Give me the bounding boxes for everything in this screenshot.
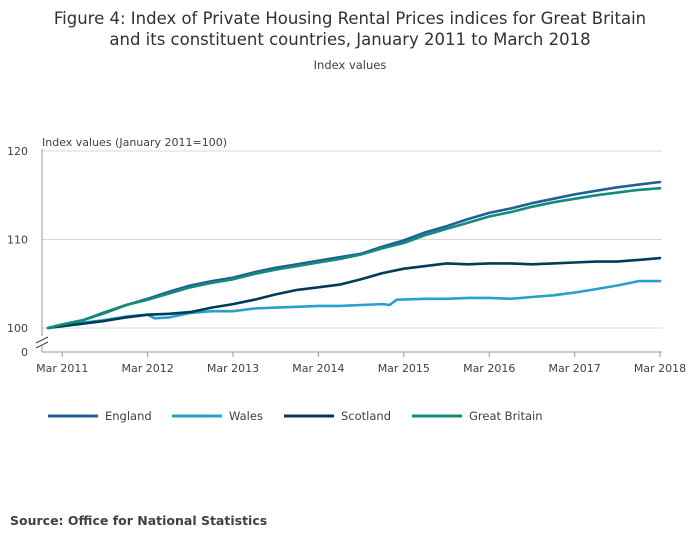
y-tick-label-100: 100	[7, 322, 28, 335]
axis-break-mark-1	[35, 336, 49, 344]
series-line-wales	[46, 279, 662, 330]
legend-label-great-britain: Great Britain	[469, 409, 543, 423]
chart-title-line-2: and its constituent countries, January 2…	[109, 30, 591, 49]
y-tick-label-120: 120	[7, 145, 28, 158]
chart-title-line-1: Figure 4: Index of Private Housing Renta…	[53, 9, 647, 28]
x-tick-label-2: Mar 2013	[207, 362, 259, 375]
chart-title: Figure 4: Index of Private Housing Renta…	[0, 8, 700, 50]
legend-label-wales: Wales	[229, 409, 263, 423]
legend-label-england: England	[105, 409, 152, 423]
x-tick-label-3: Mar 2014	[292, 362, 344, 375]
y-tick-label-zero: 0	[21, 346, 28, 359]
axis-break-mark-2	[35, 341, 49, 349]
source-note: Source: Office for National Statistics	[10, 513, 268, 528]
x-tick-label-5: Mar 2016	[463, 362, 515, 375]
x-tick-label-4: Mar 2015	[378, 362, 430, 375]
y-tick-label-110: 110	[7, 234, 28, 247]
x-tick-label-6: Mar 2017	[548, 362, 600, 375]
chart-subtitle: Index values	[313, 58, 387, 72]
x-tick-label-1: Mar 2012	[122, 362, 174, 375]
y-axis-title: Index values (January 2011=100)	[42, 136, 227, 149]
legend-label-scotland: Scotland	[341, 409, 391, 423]
series-line-scotland	[46, 256, 662, 330]
x-tick-label-7: Mar 2018	[634, 362, 686, 375]
x-tick-label-0: Mar 2011	[36, 362, 88, 375]
series-line-great-britain	[46, 186, 662, 330]
